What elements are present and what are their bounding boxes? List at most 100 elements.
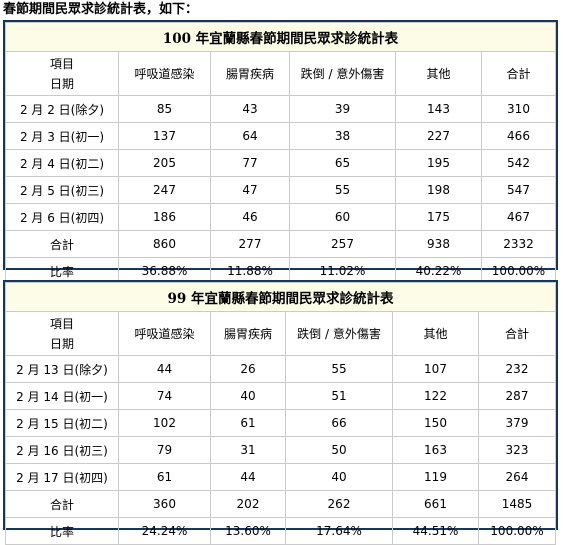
cell-gastro: 44 (210, 463, 286, 491)
cell-injury: 55 (289, 176, 396, 204)
table-row: 2 月 16 日(初三) 79 31 50 163 323 (5, 436, 556, 464)
cell-respiratory: 85 (118, 95, 211, 123)
cell-other: 175 (395, 203, 482, 231)
cell-total: 542 (481, 149, 556, 177)
cell-injury: 51 (285, 382, 393, 410)
row-date: 2 月 14 日(初一) (5, 382, 119, 410)
cell-other: 163 (392, 436, 479, 464)
cell-injury: 257 (289, 230, 396, 258)
cell-other: 198 (395, 176, 482, 204)
intro-heading: 春節期間民眾求診統計表，如下： (3, 2, 199, 17)
stats-table-100: 100 年宜蘭縣春節期間民眾求診統計表 項目 日期 呼吸道感染 腸胃疾病 跌倒 /… (3, 20, 558, 285)
row-label: 合計 (5, 490, 119, 518)
cell-gastro: 31 (210, 436, 286, 464)
cell-gastro: 277 (210, 230, 290, 258)
row-date: 2 月 16 日(初三) (5, 436, 119, 464)
row-date: 2 月 5 日(初三) (5, 176, 119, 204)
cell-respiratory: 24.24% (118, 517, 211, 545)
cell-injury: 50 (285, 436, 393, 464)
cell-total: 466 (481, 122, 556, 150)
cell-respiratory: 44 (118, 355, 211, 383)
table-row: 2 月 17 日(初四) 61 44 40 119 264 (5, 463, 556, 491)
row-date: 2 月 4 日(初二) (5, 149, 119, 177)
row-label: 合計 (5, 230, 119, 258)
table-row-total: 合計 860 277 257 938 2332 (5, 230, 556, 258)
cell-gastro: 47 (210, 176, 290, 204)
header-injury: 跌倒 / 意外傷害 (289, 51, 396, 96)
cell-total: 323 (478, 436, 556, 464)
header-respiratory: 呼吸道感染 (118, 311, 211, 356)
table-row: 2 月 4 日(初二) 205 77 65 195 542 (5, 149, 556, 177)
cell-other: 150 (392, 409, 479, 437)
cell-total: 467 (481, 203, 556, 231)
table-row-total: 合計 360 202 262 661 1485 (5, 490, 556, 518)
header-item: 項目 (49, 56, 74, 71)
row-date: 2 月 17 日(初四) (5, 463, 119, 491)
cell-gastro: 202 (210, 490, 286, 518)
stats-table-99: 99 年宜蘭縣春節期間民眾求診統計表 項目日期 呼吸道感染 腸胃疾病 跌倒 / … (3, 280, 558, 545)
row-date: 2 月 13 日(除夕) (5, 355, 119, 383)
cell-total: 232 (478, 355, 556, 383)
header-total: 合計 (481, 51, 556, 96)
table-row: 2 月 13 日(除夕) 44 26 55 107 232 (5, 355, 556, 383)
cell-injury: 40 (285, 463, 393, 491)
table-row: 2 月 2 日(除夕) 85 43 39 143 310 (5, 95, 556, 123)
cell-other: 44.51% (392, 517, 479, 545)
header-injury: 跌倒 / 意外傷害 (285, 311, 393, 356)
cell-respiratory: 247 (118, 176, 211, 204)
header-item-date: 項目 日期 (5, 51, 119, 96)
cell-other: 938 (395, 230, 482, 258)
cell-total: 379 (478, 409, 556, 437)
cell-respiratory: 102 (118, 409, 211, 437)
cell-injury: 262 (285, 490, 393, 518)
table-caption: 99 年宜蘭縣春節期間民眾求診統計表 (5, 282, 556, 312)
cell-total: 1485 (478, 490, 556, 518)
cell-total: 264 (478, 463, 556, 491)
cell-injury: 38 (289, 122, 396, 150)
cell-gastro: 13.60% (210, 517, 286, 545)
cell-injury: 65 (289, 149, 396, 177)
cell-injury: 66 (285, 409, 393, 437)
cell-respiratory: 137 (118, 122, 211, 150)
table-caption: 100 年宜蘭縣春節期間民眾求診統計表 (5, 22, 556, 52)
cell-respiratory: 186 (118, 203, 211, 231)
cell-total: 100.00% (478, 517, 556, 545)
cell-other: 227 (395, 122, 482, 150)
header-total: 合計 (478, 311, 556, 356)
row-date: 2 月 2 日(除夕) (5, 95, 119, 123)
cell-other: 143 (395, 95, 482, 123)
cell-gastro: 26 (210, 355, 286, 383)
cell-other: 107 (392, 355, 479, 383)
cell-injury: 17.64% (285, 517, 393, 545)
cell-total: 2332 (481, 230, 556, 258)
cell-gastro: 43 (210, 95, 290, 123)
cell-respiratory: 205 (118, 149, 211, 177)
cell-injury: 60 (289, 203, 396, 231)
table-row: 2 月 3 日(初一) 137 64 38 227 466 (5, 122, 556, 150)
cell-respiratory: 360 (118, 490, 211, 518)
header-other: 其他 (392, 311, 479, 356)
cell-other: 122 (392, 382, 479, 410)
cell-respiratory: 79 (118, 436, 211, 464)
row-label: 比率 (5, 517, 119, 545)
header-item-date: 項目 日期 (5, 311, 119, 356)
cell-respiratory: 61 (118, 463, 211, 491)
table-row: 2 月 6 日(初四) 186 46 60 175 467 (5, 203, 556, 231)
header-item: 項目 (49, 316, 74, 331)
header-gastro: 腸胃疾病 (210, 311, 286, 356)
cell-other: 661 (392, 490, 479, 518)
cell-injury: 39 (289, 95, 396, 123)
table-row: 2 月 5 日(初三) 247 47 55 198 547 (5, 176, 556, 204)
cell-injury: 55 (285, 355, 393, 383)
cell-respiratory: 860 (118, 230, 211, 258)
table-row: 2 月 15 日(初二) 102 61 66 150 379 (5, 409, 556, 437)
cell-other: 119 (392, 463, 479, 491)
table-row: 2 月 14 日(初一) 74 40 51 122 287 (5, 382, 556, 410)
header-date: 日期 (49, 336, 74, 351)
cell-total: 287 (478, 382, 556, 410)
cell-total: 547 (481, 176, 556, 204)
header-other: 其他 (395, 51, 482, 96)
cell-gastro: 77 (210, 149, 290, 177)
cell-other: 195 (395, 149, 482, 177)
row-date: 2 月 15 日(初二) (5, 409, 119, 437)
